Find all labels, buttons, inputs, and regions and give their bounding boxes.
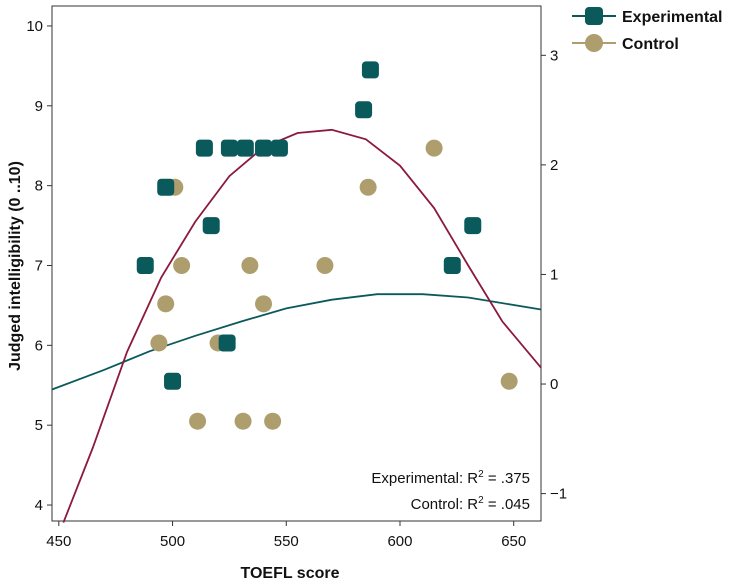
y-tick-label: 7 bbox=[35, 257, 43, 274]
legend-marker-control bbox=[585, 34, 603, 52]
legend-item-experimental: Experimental bbox=[572, 7, 722, 26]
point-experimental bbox=[270, 139, 288, 157]
x-tick-label: 650 bbox=[501, 533, 526, 550]
point-experimental bbox=[164, 372, 182, 390]
point-experimental bbox=[355, 101, 373, 119]
plot-border bbox=[51, 5, 542, 522]
point-experimental bbox=[443, 256, 461, 274]
fit-line-experimental bbox=[51, 293, 542, 391]
point-control bbox=[425, 139, 443, 157]
point-control bbox=[255, 295, 273, 313]
point-control bbox=[241, 256, 259, 274]
y-tick-label: 9 bbox=[35, 98, 43, 115]
point-experimental bbox=[255, 139, 273, 157]
r-squared-annotations: Experimental: R2 = .375 Control: R2 = .0… bbox=[371, 469, 530, 513]
y-axis-title: Judged intelligibility (0 ..10) bbox=[7, 161, 24, 371]
point-experimental bbox=[220, 139, 238, 157]
plot-frame bbox=[51, 5, 542, 522]
point-experimental bbox=[361, 61, 379, 79]
annotation-control: Control: R2 = .045 bbox=[411, 495, 530, 513]
y-tick-label: 10 bbox=[26, 18, 43, 35]
point-control bbox=[500, 372, 518, 390]
annotation-experimental: Experimental: R2 = .375 bbox=[371, 469, 530, 487]
legend-label-control: Control bbox=[622, 36, 679, 53]
x-tick-label: 500 bbox=[160, 533, 185, 550]
y2-axis-ticks: 3 2 1 0 −1 bbox=[541, 47, 567, 503]
x-tick-label: 450 bbox=[46, 533, 71, 550]
point-experimental bbox=[202, 217, 220, 235]
y2-tick-label: 0 bbox=[550, 376, 558, 393]
point-control bbox=[173, 256, 191, 274]
point-experimental bbox=[157, 178, 175, 196]
point-control bbox=[157, 295, 175, 313]
y2-tick-label: −1 bbox=[550, 486, 567, 503]
point-control bbox=[316, 256, 334, 274]
y2-tick-label: 3 bbox=[550, 47, 558, 64]
legend-marker-experimental bbox=[585, 7, 603, 25]
x-tick-label: 550 bbox=[274, 533, 299, 550]
y-axis-ticks: 4 5 6 7 8 9 10 bbox=[26, 18, 52, 514]
point-experimental bbox=[236, 139, 254, 157]
legend-item-control: Control bbox=[572, 34, 679, 53]
x-axis-title: TOEFL score bbox=[241, 565, 340, 582]
legend: Experimental Control bbox=[572, 7, 722, 53]
point-control bbox=[234, 412, 252, 430]
y-tick-label: 4 bbox=[35, 497, 43, 514]
legend-label-experimental: Experimental bbox=[622, 9, 722, 26]
y2-tick-label: 1 bbox=[550, 266, 558, 283]
point-control bbox=[150, 334, 168, 352]
point-experimental bbox=[195, 139, 213, 157]
fit-line-control bbox=[62, 128, 542, 523]
data-points bbox=[136, 61, 518, 430]
point-control bbox=[264, 412, 282, 430]
y-tick-label: 8 bbox=[35, 178, 43, 195]
fit-lines bbox=[51, 128, 542, 523]
point-experimental bbox=[218, 334, 236, 352]
point-control bbox=[189, 412, 207, 430]
point-control bbox=[359, 178, 377, 196]
y2-tick-label: 2 bbox=[550, 157, 558, 174]
y-tick-label: 5 bbox=[35, 417, 43, 434]
point-experimental bbox=[464, 217, 482, 235]
y-tick-label: 6 bbox=[35, 337, 43, 354]
x-axis-ticks: 450 500 550 600 650 bbox=[46, 521, 526, 550]
x-tick-label: 600 bbox=[387, 533, 412, 550]
point-experimental bbox=[136, 256, 154, 274]
